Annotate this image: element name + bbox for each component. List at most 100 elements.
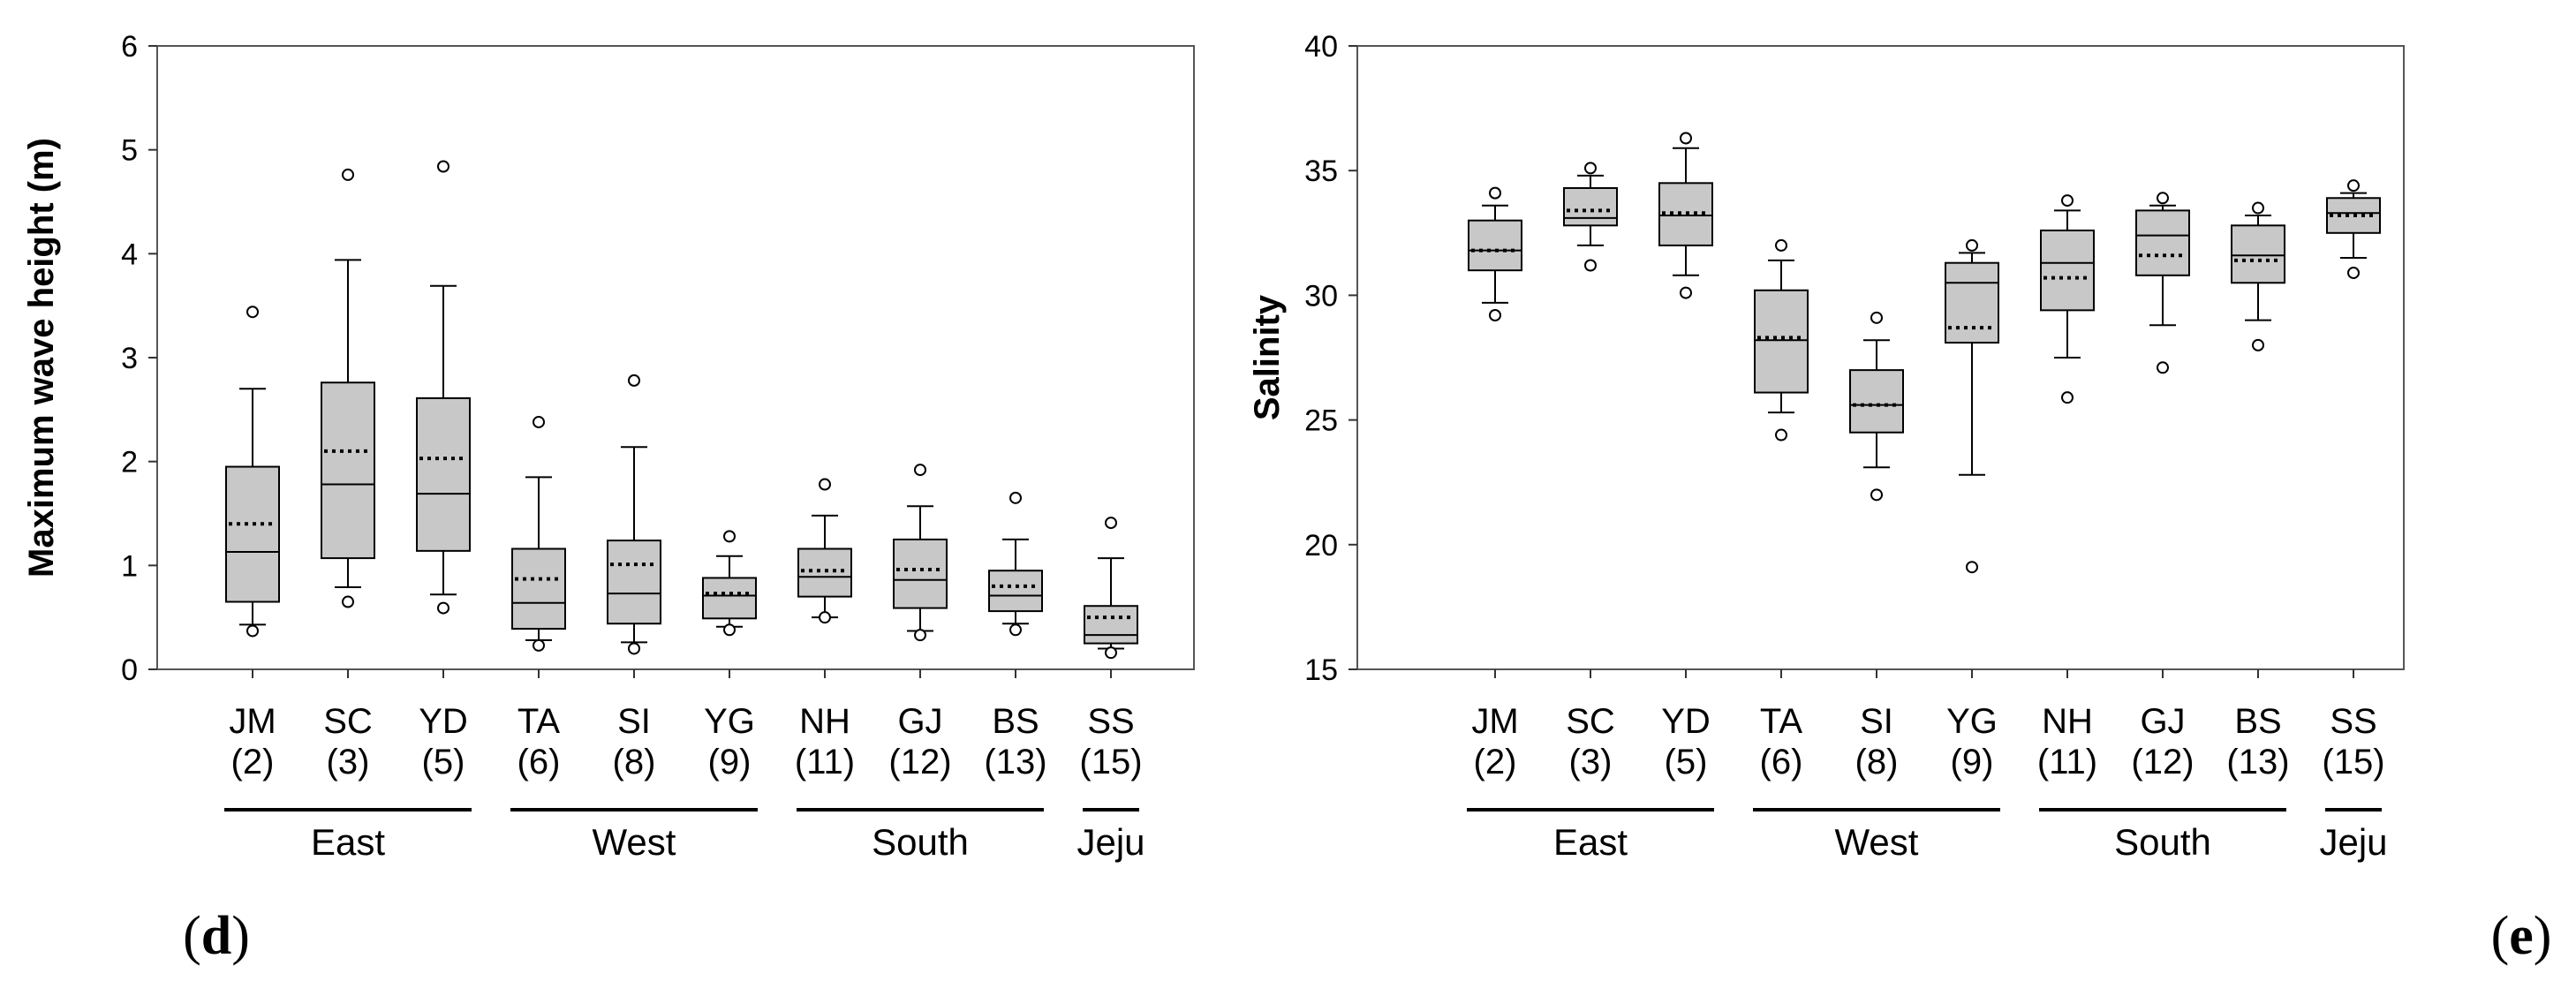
outlier-point	[2347, 179, 2360, 193]
category-number: (13)	[2226, 743, 2289, 781]
category-number: (12)	[2131, 743, 2194, 781]
category-number: (12)	[888, 743, 951, 781]
category-number: (11)	[2037, 743, 2097, 781]
category-number: (8)	[613, 743, 656, 781]
category-label: TA	[1760, 702, 1802, 741]
category-number: (2)	[1474, 743, 1517, 781]
outlier-point	[1009, 623, 1022, 637]
category-number: (3)	[327, 743, 370, 781]
iqr-box	[1468, 219, 1522, 272]
category-label: BS	[2234, 702, 2281, 741]
outlier-point	[246, 306, 259, 319]
y-tick-label: 20	[1304, 529, 1338, 562]
outlier-point	[628, 642, 640, 655]
outlier-point	[1680, 286, 1692, 299]
outlier-point	[437, 160, 449, 173]
outlier-point	[2061, 391, 2074, 404]
outlier-point	[914, 629, 926, 642]
outlier-point	[342, 168, 354, 181]
panel-label: (d)	[183, 906, 250, 966]
outlier-point	[2347, 266, 2360, 279]
category-label: SS	[1087, 702, 1134, 741]
outlier-point	[723, 623, 736, 637]
box-ta	[1754, 238, 1809, 442]
category-label: SI	[617, 702, 651, 741]
iqr-box	[797, 547, 852, 598]
iqr-box	[1754, 289, 1809, 394]
group-label: East	[1553, 821, 1628, 863]
group-label: Jeju	[1076, 821, 1144, 863]
outlier-point	[1489, 186, 1501, 200]
box-yg	[702, 530, 757, 637]
box-si	[1849, 311, 1904, 502]
outlier-point	[437, 601, 449, 615]
box-yd	[1658, 132, 1713, 299]
iqr-box	[321, 381, 375, 560]
category-number: (3)	[1569, 743, 1613, 781]
y-tick-label: 1	[121, 549, 138, 583]
outlier-point	[819, 478, 831, 491]
box-nh	[2040, 194, 2095, 404]
category-label: NH	[799, 702, 850, 741]
iqr-box	[893, 538, 948, 609]
outlier-point	[914, 464, 926, 477]
category-number: (13)	[984, 743, 1046, 781]
outlier-point	[2157, 192, 2169, 205]
outlier-point	[2252, 201, 2264, 215]
panel-d-wave-height: 0 1 2 3 4 5 6 Maximum wave height (m) JM(2) SC(3)…	[22, 30, 1195, 966]
group-label: South	[872, 821, 969, 863]
outlier-point	[1870, 488, 1883, 502]
iqr-box	[607, 540, 661, 625]
iqr-box	[416, 396, 471, 552]
category-number: (11)	[795, 743, 855, 781]
category-label: YD	[419, 702, 468, 741]
category-label: YG	[704, 702, 755, 741]
box-yd	[416, 160, 471, 615]
box-bs	[2231, 201, 2285, 351]
y-tick-label: 6	[121, 30, 138, 64]
y-tick-label: 40	[1304, 30, 1338, 64]
iqr-box	[225, 465, 280, 603]
category-number: (15)	[2322, 743, 2384, 781]
category-label: YD	[1661, 702, 1711, 741]
box-yg	[1945, 238, 1999, 574]
category-number: (6)	[517, 743, 561, 781]
category-label: BS	[992, 702, 1039, 741]
y-tick-label: 15	[1304, 653, 1338, 687]
y-tick-label: 3	[121, 342, 138, 375]
group-label: West	[1835, 821, 1919, 863]
iqr-box	[1084, 605, 1138, 645]
outlier-point	[1584, 259, 1597, 272]
box-nh	[797, 478, 852, 624]
category-number: (5)	[422, 743, 465, 781]
iqr-box	[1849, 369, 1904, 434]
category-label: SI	[1860, 702, 1893, 741]
outlier-point	[533, 415, 545, 428]
box-ss	[2326, 179, 2381, 279]
category-label: GJ	[897, 702, 942, 741]
group-label: West	[593, 821, 676, 863]
box-jm	[225, 306, 280, 638]
outlier-point	[2252, 338, 2264, 351]
outlier-point	[1775, 238, 1787, 252]
outlier-point	[1966, 561, 1978, 574]
category-label: GJ	[2140, 702, 2185, 741]
panel-e-salinity: 15 20 25 30 35 40 Salinity JM(2) SC(3) YD(5) TA(6)…	[1248, 30, 2551, 966]
iqr-box	[511, 547, 566, 630]
outlier-point	[1105, 646, 1117, 660]
box-si	[607, 374, 661, 655]
category-number: (5)	[1665, 743, 1708, 781]
outlier-point	[1870, 311, 1883, 324]
iqr-box	[1563, 186, 1618, 227]
y-axis-label: Salinity	[1248, 294, 1287, 420]
category-label: SC	[1566, 702, 1615, 741]
group-label: Jeju	[2319, 821, 2387, 863]
box-sc	[321, 168, 375, 608]
box-gj	[893, 464, 948, 642]
category-number: (9)	[708, 743, 752, 781]
panel-label: (e)	[2491, 906, 2552, 966]
outlier-point	[628, 374, 640, 387]
iqr-box	[702, 577, 757, 620]
outlier-point	[1584, 162, 1597, 175]
